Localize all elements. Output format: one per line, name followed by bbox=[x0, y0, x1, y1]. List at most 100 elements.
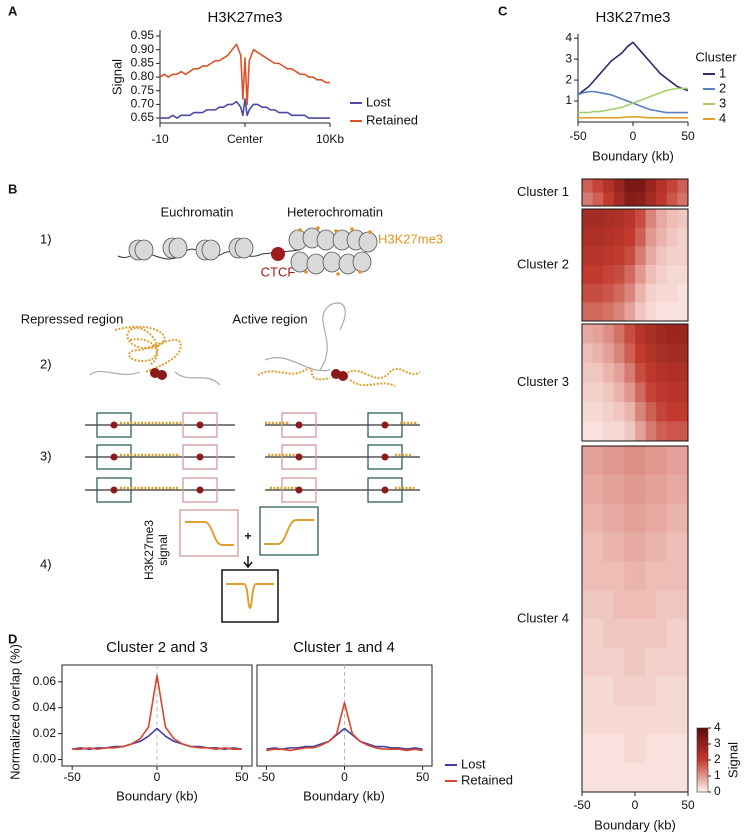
heatmap-cell bbox=[613, 705, 625, 735]
heatmap-cell bbox=[603, 590, 615, 620]
heatmap-cell bbox=[582, 402, 593, 422]
heatmap-cell bbox=[677, 474, 689, 505]
series-line bbox=[266, 727, 423, 750]
heatmap-cell bbox=[656, 705, 668, 735]
heatmap-cell bbox=[592, 676, 604, 706]
heatmap-cell bbox=[592, 763, 604, 793]
heatmap-cell bbox=[613, 734, 625, 764]
heatmap-cell bbox=[603, 227, 615, 247]
x-tick-label: -50 bbox=[573, 798, 591, 812]
series-line bbox=[160, 98, 330, 119]
heatmap-cell bbox=[656, 532, 668, 562]
panel-label: D bbox=[8, 631, 17, 646]
heatmap-cell bbox=[645, 265, 657, 285]
heatmap-cell bbox=[603, 382, 615, 403]
label: CTCF bbox=[261, 264, 296, 279]
x-axis-label: Boundary (kb) bbox=[592, 148, 674, 163]
y-tick-label: 2 bbox=[565, 72, 572, 86]
heatmap-cell bbox=[677, 619, 689, 649]
cluster-frame bbox=[581, 208, 689, 322]
y-tick-label: 0.70 bbox=[131, 97, 155, 111]
x-tick-label: -50 bbox=[258, 770, 276, 784]
heatmap-cell bbox=[624, 503, 636, 533]
fiber bbox=[264, 302, 346, 372]
heatmap-cell bbox=[624, 590, 636, 620]
x-tick-label: -50 bbox=[64, 770, 82, 784]
heatmap-cell bbox=[656, 402, 668, 422]
heatmap-cell bbox=[645, 647, 657, 678]
heatmap-cell bbox=[592, 705, 604, 735]
series-line bbox=[577, 90, 688, 114]
heatmap-cell bbox=[645, 763, 657, 793]
y-tick-label: 0.04 bbox=[33, 700, 57, 714]
heatmap-cell bbox=[613, 561, 625, 591]
heatmap-cell bbox=[645, 421, 657, 442]
x-tick-label: 10Kb bbox=[316, 132, 344, 146]
chart-title: Cluster 1 and 4 bbox=[293, 639, 395, 656]
cluster-frame bbox=[581, 323, 689, 442]
heatmap-cell bbox=[635, 283, 646, 303]
step-label: 4) bbox=[40, 556, 52, 571]
heatmap-cell bbox=[635, 192, 646, 207]
heatmap-cell bbox=[592, 561, 604, 591]
heatmap-cell bbox=[635, 421, 646, 442]
heatmap-cell bbox=[635, 503, 646, 533]
panel-label: B bbox=[8, 181, 17, 196]
heatmap-cell bbox=[677, 283, 689, 303]
heatmap-cell bbox=[592, 421, 604, 442]
x-tick-label: 50 bbox=[416, 770, 430, 784]
heatmap-cell bbox=[645, 343, 657, 364]
heatmap-cell bbox=[677, 265, 689, 285]
heatmap-cell bbox=[613, 446, 625, 476]
heatmap-cell bbox=[624, 209, 636, 229]
heatmap-cell bbox=[645, 446, 657, 476]
heatmap-cell bbox=[666, 676, 678, 706]
heatmap-cell bbox=[666, 619, 678, 649]
legend-label: 1 bbox=[719, 65, 726, 80]
heatmap-cell bbox=[603, 343, 615, 364]
heatmap-cell bbox=[635, 246, 646, 266]
colorbar-tick-label: 3 bbox=[714, 736, 721, 750]
heatmap-cell bbox=[656, 246, 668, 266]
heatmap-cell bbox=[603, 446, 615, 476]
heatmap-cell bbox=[592, 503, 604, 533]
cluster-label: Cluster 2 bbox=[517, 256, 569, 271]
heatmap-cell bbox=[603, 209, 615, 229]
heatmap-cell bbox=[582, 179, 593, 193]
legend-label: 4 bbox=[719, 110, 726, 125]
heatmap-cell bbox=[656, 421, 668, 442]
x-tick-label: 0 bbox=[632, 798, 639, 812]
legend-label: Lost bbox=[461, 756, 486, 771]
heatmap-cell bbox=[613, 421, 625, 442]
heatmap-cell bbox=[592, 246, 604, 266]
ctcf-site bbox=[338, 371, 348, 381]
heatmap-cell bbox=[656, 619, 668, 649]
heatmap-cell bbox=[645, 227, 657, 247]
heatmap-cell bbox=[635, 446, 646, 476]
series-line bbox=[578, 87, 688, 114]
heatmap-cell bbox=[656, 302, 668, 322]
heatmap-cell bbox=[613, 676, 625, 706]
heatmap-cell bbox=[624, 227, 636, 247]
heatmap-cell bbox=[592, 302, 604, 322]
heatmap-cell bbox=[582, 324, 593, 344]
heatmap-cell bbox=[582, 734, 593, 764]
series-line bbox=[578, 115, 688, 119]
heatmap-cell bbox=[613, 302, 625, 322]
heatmap-cell bbox=[592, 402, 604, 422]
heatmap-cell bbox=[582, 421, 593, 442]
colorbar bbox=[696, 727, 709, 793]
legend-label: 2 bbox=[719, 80, 726, 95]
series-line bbox=[72, 727, 242, 750]
heatmap-cell bbox=[582, 246, 593, 266]
ctcf-site bbox=[157, 370, 167, 380]
heatmap-cell bbox=[677, 503, 689, 533]
heatmap-cell bbox=[603, 474, 615, 505]
heatmap-cell bbox=[656, 209, 668, 229]
heatmap-cell bbox=[582, 705, 593, 735]
x-tick-label: 0 bbox=[341, 770, 348, 784]
heatmap-cell bbox=[592, 227, 604, 247]
fiber bbox=[89, 370, 221, 386]
heatmap-cell bbox=[624, 647, 636, 678]
